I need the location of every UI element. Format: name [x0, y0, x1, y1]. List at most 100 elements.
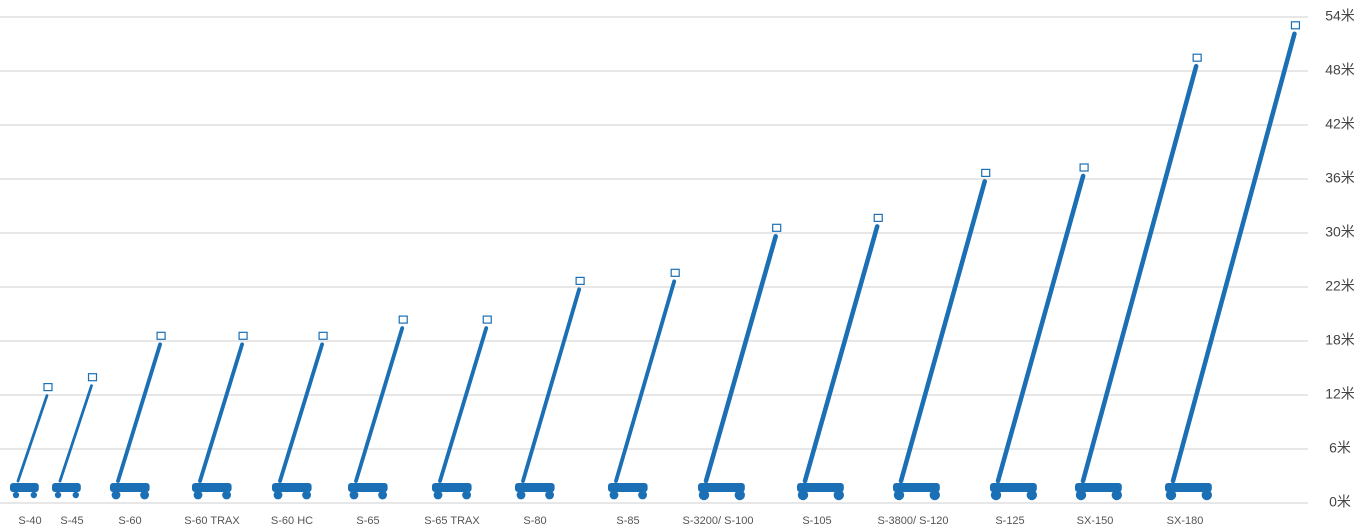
wheel [638, 490, 647, 500]
wheel [609, 490, 619, 500]
x-tick-label: S-65 TRAX [424, 515, 480, 527]
boom [278, 342, 325, 483]
boom [438, 326, 489, 483]
basket [87, 373, 98, 382]
boom [1170, 31, 1297, 484]
y-tick-label: 30米 [1325, 224, 1355, 240]
wheel [140, 490, 150, 500]
chassis [1165, 483, 1212, 492]
x-tick-label: S-40 [18, 515, 41, 527]
x-tick-label: S-3800/ S-120 [878, 515, 949, 527]
wheel [462, 490, 471, 500]
basket [1079, 163, 1089, 172]
chassis [515, 483, 555, 492]
boom [898, 179, 987, 484]
wheel [12, 491, 20, 499]
y-tick-label: 54米 [1325, 8, 1355, 24]
chassis [1075, 483, 1122, 492]
x-tick-label: S-60 HC [271, 515, 313, 527]
chassis [10, 483, 39, 492]
x-tick-label: S-65 [356, 515, 379, 527]
chassis [990, 483, 1037, 492]
y-tick-label: 22米 [1325, 278, 1355, 294]
boom [1080, 63, 1199, 484]
basket [575, 276, 585, 285]
chassis [348, 483, 388, 492]
wheel [545, 490, 554, 500]
chassis [272, 483, 312, 492]
x-tick-label: SX-150 [1077, 515, 1114, 527]
chassis [698, 483, 745, 492]
y-tick-label: 12米 [1325, 386, 1355, 402]
y-tick-label: 6米 [1329, 440, 1351, 456]
boom [198, 342, 245, 483]
basket [981, 168, 991, 177]
chassis [608, 483, 648, 492]
x-tick-label: S-60 [118, 515, 141, 527]
y-tick-label: 18米 [1325, 332, 1355, 348]
wheel [72, 491, 80, 499]
basket [43, 383, 53, 392]
x-tick-label: S-80 [523, 515, 546, 527]
boom [521, 287, 582, 483]
boom [995, 173, 1086, 484]
wheel [1201, 489, 1213, 501]
boom [354, 326, 405, 483]
chassis [893, 483, 940, 492]
wheel [54, 491, 62, 499]
wheel [302, 490, 311, 500]
wheel [734, 489, 745, 501]
wheel [349, 490, 359, 500]
y-tick-label: 42米 [1325, 116, 1355, 132]
wheel [929, 489, 940, 501]
basket [482, 315, 492, 324]
basket [1192, 53, 1202, 62]
basket [238, 331, 248, 340]
x-tick-label: SX-180 [1167, 515, 1204, 527]
wheel [1026, 489, 1038, 501]
basket [873, 213, 883, 222]
boom [614, 279, 677, 483]
wheel [833, 489, 844, 501]
wheel [111, 490, 121, 500]
chassis [110, 483, 150, 492]
chassis [52, 483, 81, 492]
x-tick-label: S-105 [802, 515, 831, 527]
boom [16, 394, 49, 483]
wheel [698, 489, 710, 501]
wheel [193, 490, 203, 500]
wheel [1165, 489, 1177, 501]
wheel [797, 489, 809, 501]
x-tick-label: S-45 [60, 515, 83, 527]
chassis [797, 483, 844, 492]
boom [703, 234, 778, 484]
wheel [378, 490, 387, 500]
chassis [432, 483, 472, 492]
wheel [273, 490, 283, 500]
wheel [990, 489, 1002, 501]
wheel [1111, 489, 1123, 501]
y-tick-label: 0米 [1329, 494, 1351, 510]
chassis [192, 483, 232, 492]
boom [58, 384, 93, 483]
basket [1290, 21, 1301, 30]
wheel [516, 490, 526, 500]
y-tick-label: 48米 [1325, 62, 1355, 78]
basket [398, 315, 408, 324]
y-tick-label: 36米 [1325, 170, 1355, 186]
basket [772, 223, 782, 232]
wheel [433, 490, 443, 500]
x-tick-label: S-3200/ S-100 [683, 515, 754, 527]
basket [670, 268, 680, 277]
basket [318, 331, 328, 340]
wheel [30, 491, 37, 499]
basket [156, 331, 166, 340]
boom [802, 224, 880, 484]
wheel [1075, 489, 1087, 501]
x-tick-label: S-60 TRAX [184, 515, 240, 527]
wheel [222, 490, 232, 500]
boom [116, 342, 163, 483]
x-tick-label: S-125 [995, 515, 1024, 527]
wheel [893, 489, 905, 501]
